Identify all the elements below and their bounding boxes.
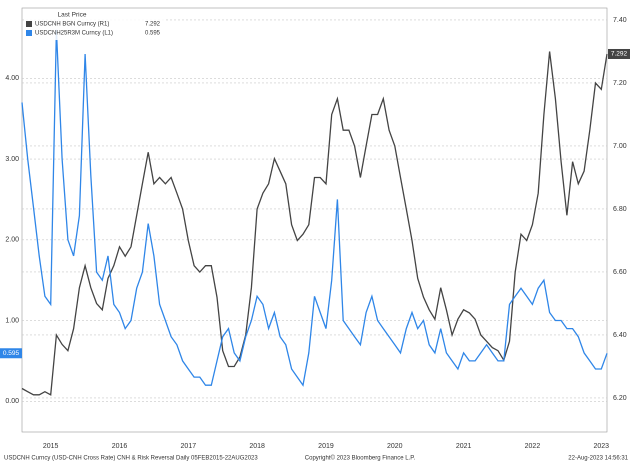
y2-tick-label: 6.60 bbox=[613, 269, 627, 276]
legend-title: Last Price bbox=[58, 12, 87, 19]
last-value-tag bbox=[0, 348, 22, 359]
x-tick-label: 2016 bbox=[112, 443, 128, 450]
y2-tick-label: 7.00 bbox=[613, 143, 627, 150]
x-tick-label: 2018 bbox=[249, 443, 265, 450]
footer-center: Copyright© 2023 Bloomberg Finance L.P. bbox=[305, 455, 416, 462]
plot-area bbox=[21, 7, 608, 433]
footer-right: 22-Aug-2023 14:56:31 bbox=[568, 456, 628, 462]
y-tick-label: 3.00 bbox=[5, 156, 19, 163]
legend-box bbox=[24, 10, 164, 40]
legend-label: USDCNH25R3M Curncy (L1) bbox=[35, 31, 113, 37]
last-value-label: 7.292 bbox=[611, 51, 628, 58]
x-tick-label: 2017 bbox=[181, 443, 197, 450]
y-tick-label: 0.00 bbox=[5, 398, 19, 405]
series-line bbox=[21, 29, 608, 387]
x-tick-label: 2015 bbox=[43, 443, 59, 450]
series-line bbox=[21, 51, 608, 396]
y2-tick-label: 6.40 bbox=[613, 332, 627, 339]
y2-tick-label: 7.20 bbox=[613, 80, 627, 87]
x-tick-label: 2020 bbox=[387, 443, 403, 450]
legend-value: 0.595 bbox=[145, 31, 161, 37]
y2-tick-label: 6.80 bbox=[613, 206, 627, 213]
legend-label: USDCNH BGN Curncy (R1) bbox=[35, 22, 109, 28]
footer-left: USDCNH Curncy (USD-CNH Cross Rate) CNH &… bbox=[4, 456, 258, 462]
y-tick-label: 2.00 bbox=[5, 237, 19, 244]
x-tick-label: 2019 bbox=[318, 443, 334, 450]
x-tick-label: 2021 bbox=[456, 443, 472, 450]
y2-tick-label: 6.20 bbox=[613, 395, 627, 402]
y-tick-label: 4.00 bbox=[5, 75, 19, 82]
legend-swatch bbox=[26, 21, 32, 27]
y-tick-label: 1.00 bbox=[5, 317, 19, 324]
legend-value: 7.292 bbox=[145, 22, 161, 28]
last-value-tag bbox=[608, 48, 630, 59]
legend-swatch bbox=[26, 30, 32, 36]
last-value-label: 0.595 bbox=[3, 350, 20, 357]
x-tick-label: 2023 bbox=[593, 443, 609, 450]
x-tick-label: 2022 bbox=[525, 443, 541, 450]
y2-tick-label: 7.40 bbox=[613, 17, 627, 24]
